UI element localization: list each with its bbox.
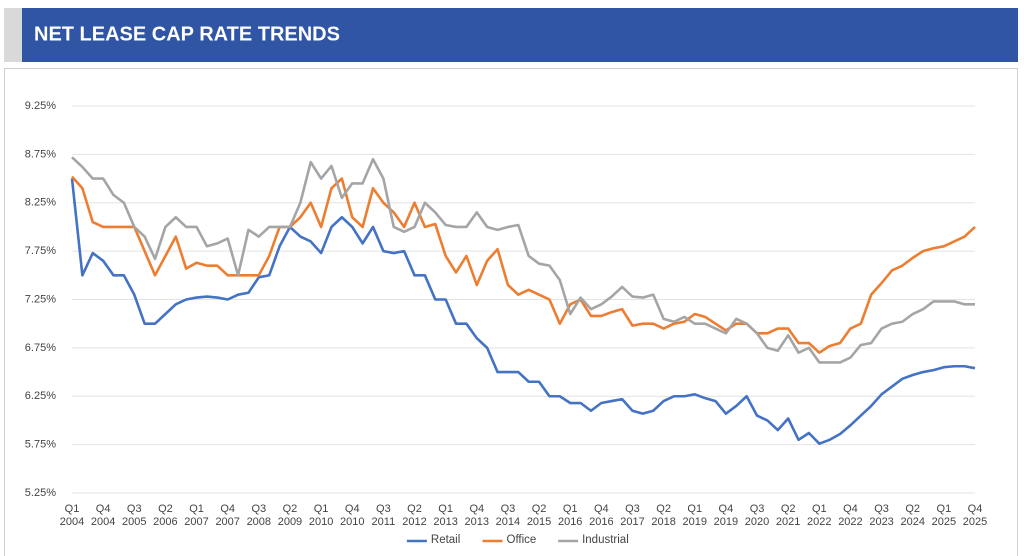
x-tick-label: Q1 2004 <box>59 503 85 528</box>
y-tick-label: 7.75% <box>25 245 56 257</box>
x-tick-label: Q2 2021 <box>775 503 801 528</box>
x-tick-label: Q3 2011 <box>371 503 396 528</box>
x-tick-label: Q3 2017 <box>620 503 645 528</box>
y-tick-label: 5.75% <box>25 439 56 451</box>
line-series <box>71 175 976 355</box>
x-tick-label: Q4 2010 <box>339 503 365 528</box>
x-tick-label: Q1 2007 <box>184 503 209 528</box>
x-tick-label: Q4 2007 <box>215 503 240 528</box>
x-tick-label: Q2 2024 <box>900 503 925 528</box>
x-tick-label: Q1 2022 <box>807 503 832 528</box>
x-tick-label: Q2 2009 <box>277 503 303 528</box>
line-series <box>71 156 975 364</box>
x-tick-label: Q2 2006 <box>153 503 178 528</box>
header-accent <box>4 8 22 62</box>
x-tick-label: Q1 2016 <box>557 503 583 528</box>
x-tick-label: Q1 2010 <box>308 503 334 528</box>
x-tick-label: Q3 2008 <box>246 503 272 528</box>
y-tick-label: 8.75% <box>25 148 56 160</box>
x-tick-label: Q1 2025 <box>931 503 957 528</box>
header-bar <box>22 8 1018 62</box>
line-series <box>70 178 976 445</box>
y-tick-label: 6.75% <box>25 342 56 354</box>
x-tick-label: Q4 2016 <box>589 503 614 528</box>
x-tick-label: Q4 2019 <box>713 503 739 528</box>
x-tick-label: Q3 2020 <box>744 503 770 528</box>
x-tick-label: Q4 2004 <box>90 503 116 528</box>
x-tick-label: Q4 2025 <box>962 503 988 528</box>
x-tick-label: Q2 2012 <box>402 503 427 528</box>
legend-label: Industrial <box>582 534 629 546</box>
chart-title: NET LEASE CAP RATE TRENDS <box>34 23 340 45</box>
y-tick-label: 8.25% <box>25 197 56 209</box>
x-tick-label: Q4 2013 <box>464 503 490 528</box>
y-tick-label: 6.25% <box>25 390 56 402</box>
x-tick-label: Q3 2023 <box>869 503 894 528</box>
y-tick-label: 9.25% <box>25 100 56 112</box>
x-tick-label: Q1 2019 <box>682 503 707 528</box>
y-tick-label: 7.25% <box>25 293 56 305</box>
x-tick-label: Q2 2015 <box>526 503 552 528</box>
legend-label: Office <box>506 534 537 546</box>
x-tick-label: Q3 2014 <box>495 503 521 528</box>
legend-label: Retail <box>430 534 461 546</box>
x-tick-label: Q1 2013 <box>433 503 458 528</box>
x-tick-label: Q2 2018 <box>651 503 676 528</box>
x-tick-label: Q4 2022 <box>838 503 863 528</box>
chart-frame <box>4 68 1018 556</box>
x-tick-label: Q3 2005 <box>122 503 147 528</box>
y-tick-label: 5.25% <box>25 487 56 499</box>
